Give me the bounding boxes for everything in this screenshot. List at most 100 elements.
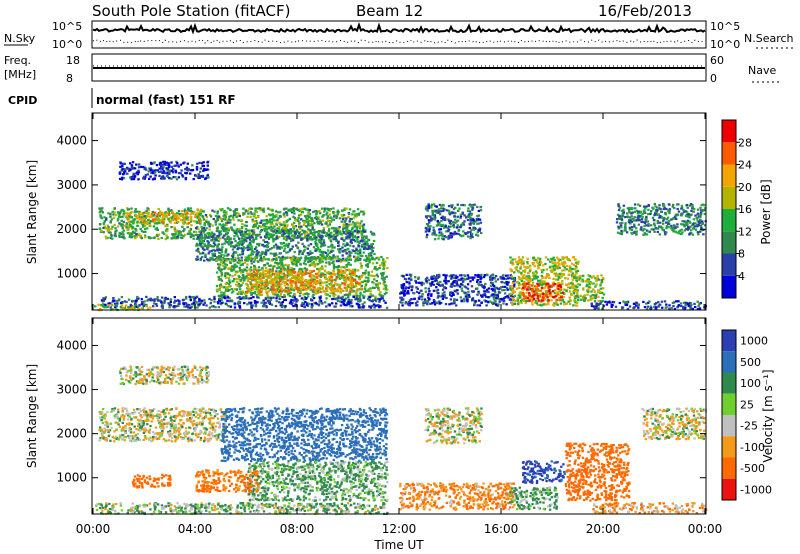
power-echo-cell bbox=[290, 261, 294, 264]
power-echo-cell bbox=[408, 280, 411, 283]
power-echo-cell bbox=[331, 289, 334, 292]
power-echo-cell bbox=[356, 238, 359, 241]
power-echo-cell bbox=[476, 214, 479, 218]
power-echo-cell bbox=[167, 162, 170, 165]
power-echo-cell bbox=[399, 301, 402, 304]
power-echo-cell bbox=[264, 244, 267, 248]
power-echo-cell bbox=[352, 245, 355, 248]
power-echo-cell bbox=[469, 219, 472, 222]
power-echo-cell bbox=[240, 292, 243, 295]
power-echo-cell bbox=[218, 297, 221, 300]
power-echo-cell bbox=[370, 270, 374, 273]
power-echo-cell bbox=[362, 296, 365, 299]
power-echo-cell bbox=[275, 295, 279, 298]
power-echo-cell bbox=[179, 163, 182, 166]
power-echo-cell bbox=[222, 291, 225, 294]
power-echo-cell bbox=[122, 177, 126, 180]
power-echo-cell bbox=[306, 284, 310, 287]
power-echo-cell bbox=[272, 240, 275, 243]
power-echo-cell bbox=[227, 289, 230, 292]
power-echo-cell bbox=[245, 220, 248, 224]
power-echo-cell bbox=[195, 167, 199, 170]
power-echo-cell bbox=[224, 214, 227, 217]
power-echo-cell bbox=[183, 228, 186, 231]
power-echo-cell bbox=[180, 219, 183, 222]
power-echo-cell bbox=[359, 225, 362, 228]
power-echo-cell bbox=[238, 229, 242, 232]
power-echo-cell bbox=[166, 230, 169, 233]
power-echo-cell bbox=[430, 217, 433, 220]
power-echo-cell bbox=[158, 170, 161, 174]
power-echo-cell bbox=[355, 236, 358, 239]
power-echo-cell bbox=[283, 223, 287, 226]
power-echo-cell bbox=[274, 237, 278, 241]
power-echo-cell bbox=[204, 254, 207, 257]
power-echo-cell bbox=[473, 302, 476, 305]
power-echo-cell bbox=[244, 239, 247, 242]
power-echo-cell bbox=[230, 226, 233, 229]
power-echo-cell bbox=[254, 216, 258, 219]
power-echo-cell bbox=[278, 270, 281, 273]
power-echo-cell bbox=[203, 223, 206, 226]
power-echo-cell bbox=[166, 169, 169, 172]
power-echo-region bbox=[125, 211, 203, 225]
power-echo-cell bbox=[317, 273, 320, 276]
power-echo-cell bbox=[444, 281, 447, 284]
power-echo-cell bbox=[223, 242, 226, 245]
power-echo-cell bbox=[448, 221, 452, 225]
power-echo-cell bbox=[494, 275, 498, 278]
power-echo-cell bbox=[382, 299, 386, 302]
power-echo-cell bbox=[342, 282, 345, 285]
power-echo-cell bbox=[477, 217, 480, 220]
power-echo-cell bbox=[161, 175, 164, 178]
power-echo-cell bbox=[231, 291, 234, 294]
power-echo-cell bbox=[208, 228, 211, 231]
power-echo-cell bbox=[181, 236, 184, 239]
power-echo-cell bbox=[130, 164, 134, 167]
power-echo-cell bbox=[316, 247, 320, 251]
power-echo-cell bbox=[149, 306, 152, 309]
power-echo-cell bbox=[265, 225, 268, 228]
power-echo-cell bbox=[154, 171, 157, 174]
power-echo-cell bbox=[325, 213, 328, 216]
power-echo-cell bbox=[196, 306, 199, 309]
power-echo-cell bbox=[224, 282, 228, 286]
power-echo-cell bbox=[447, 209, 451, 212]
power-echo-cell bbox=[274, 228, 277, 231]
power-echo-cell bbox=[233, 306, 237, 309]
power-echo-cell bbox=[326, 280, 330, 283]
power-echo-cell bbox=[333, 255, 336, 258]
power-echo-cell bbox=[321, 274, 324, 277]
power-echo-cell bbox=[500, 277, 503, 280]
power-echo-cell bbox=[202, 226, 205, 230]
power-echo-cell bbox=[129, 162, 132, 165]
power-echo-cell bbox=[155, 302, 158, 306]
power-echo-cell bbox=[435, 279, 438, 282]
power-echo-cell bbox=[127, 217, 130, 220]
power-echo-cell bbox=[239, 279, 242, 282]
power-echo-cell bbox=[216, 212, 219, 215]
power-echo-cell bbox=[346, 226, 349, 229]
power-echo-cell bbox=[276, 245, 279, 248]
power-echo-cell bbox=[246, 284, 249, 287]
power-echo-cell bbox=[336, 272, 339, 275]
power-echo-cell bbox=[248, 234, 251, 237]
power-echo-cell bbox=[470, 285, 474, 288]
power-echo-cell bbox=[230, 260, 233, 263]
power-echo-cell bbox=[479, 281, 482, 284]
power-echo-cell bbox=[236, 296, 239, 300]
power-echo-cell bbox=[338, 232, 341, 235]
power-echo-cell bbox=[267, 276, 270, 279]
power-echo-cell bbox=[295, 300, 298, 303]
power-echo-cell bbox=[176, 299, 180, 302]
power-echo-cell bbox=[491, 274, 495, 277]
power-echo-cell bbox=[304, 270, 307, 273]
power-echo-cell bbox=[158, 167, 161, 170]
power-echo-cell bbox=[252, 241, 255, 244]
power-echo-cell bbox=[266, 269, 270, 272]
power-echo-cell bbox=[327, 229, 330, 233]
power-echo-cell bbox=[465, 216, 468, 219]
power-echo-cell bbox=[168, 306, 171, 309]
freq-label: Freq. bbox=[4, 54, 31, 67]
power-echo-cell bbox=[320, 234, 323, 237]
